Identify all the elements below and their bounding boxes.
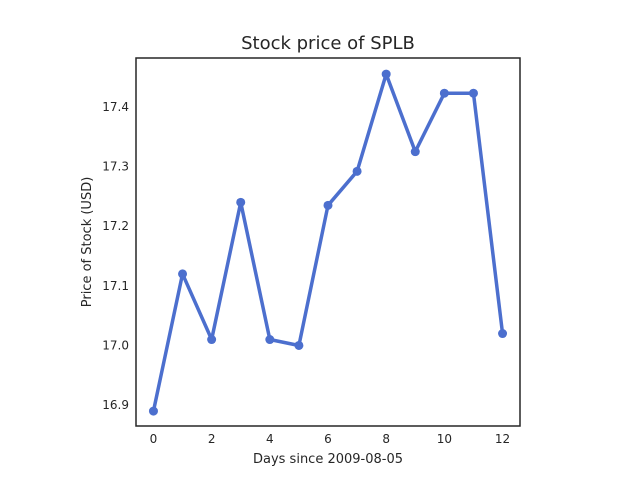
y-tick-label: 16.9 <box>102 398 129 412</box>
x-tick-label: 12 <box>495 432 510 446</box>
x-tick-label: 6 <box>324 432 332 446</box>
x-tick-label: 8 <box>382 432 390 446</box>
data-point <box>410 147 420 157</box>
data-point <box>207 335 217 345</box>
y-tick-label: 17.3 <box>102 160 129 174</box>
data-point <box>468 88 478 98</box>
x-axis-label: Days since 2009-08-05 <box>253 452 403 467</box>
y-tick-label: 17.2 <box>102 219 129 233</box>
chart-title: Stock price of SPLB <box>241 33 415 54</box>
x-tick-label: 4 <box>266 432 274 446</box>
data-point <box>439 88 449 98</box>
data-point <box>148 406 158 416</box>
price-series <box>148 69 508 416</box>
x-tick-label: 0 <box>150 432 158 446</box>
data-point <box>498 329 508 339</box>
data-point <box>265 335 275 345</box>
x-tick-label: 10 <box>437 432 452 446</box>
data-point <box>236 197 246 207</box>
y-axis-ticks: 16.9 17.0 17.1 17.2 17.3 17.4 <box>102 100 129 412</box>
plot-frame <box>135 57 521 427</box>
data-point <box>352 166 362 176</box>
y-tick-label: 17.1 <box>102 279 129 293</box>
series-line <box>151 72 505 413</box>
x-axis-ticks: 0 2 4 6 8 10 12 <box>150 432 511 446</box>
x-tick-label: 2 <box>208 432 216 446</box>
data-point <box>294 340 304 350</box>
y-tick-label: 17.0 <box>102 338 129 352</box>
y-axis-label: Price of Stock (USD) <box>80 177 95 308</box>
data-point <box>323 200 333 210</box>
y-tick-label: 17.4 <box>102 100 129 114</box>
data-point <box>178 269 188 279</box>
data-point <box>381 69 391 79</box>
